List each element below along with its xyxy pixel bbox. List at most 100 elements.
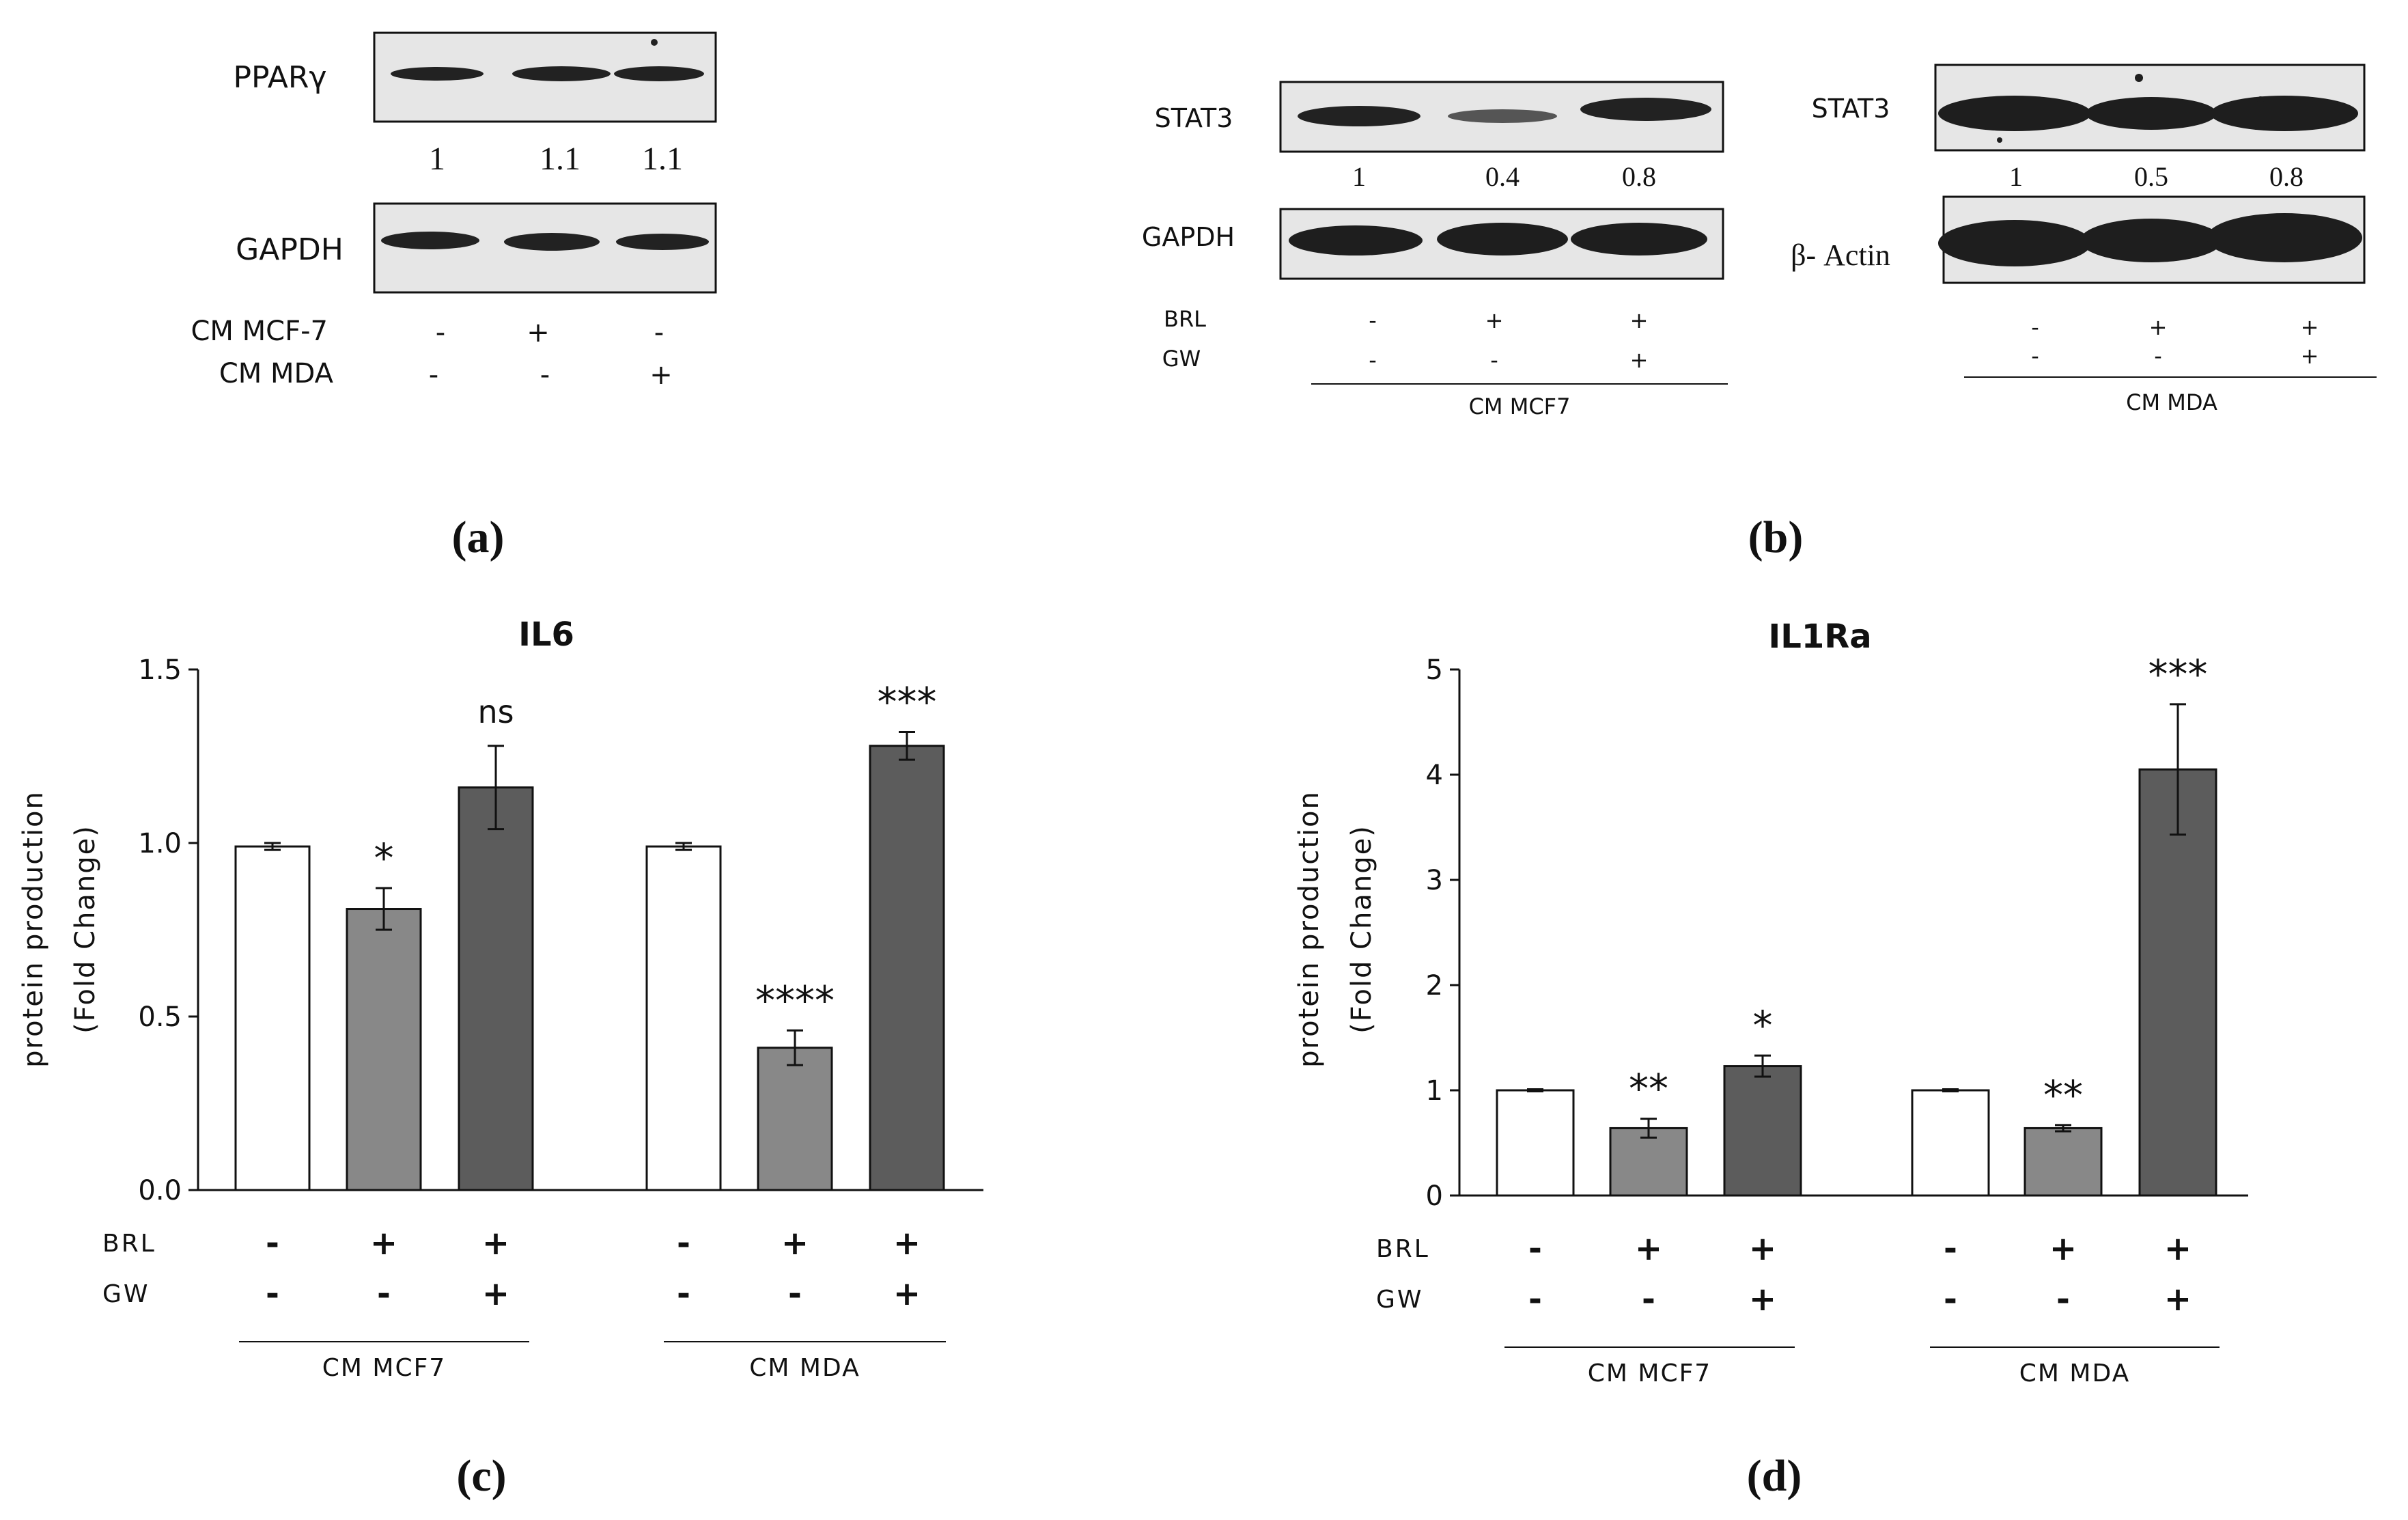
treat-a-2-2: - <box>540 359 550 391</box>
y-axis-label-line2: (Fold Change) <box>1346 825 1377 1034</box>
treatment-sign: - <box>377 1275 391 1313</box>
bar <box>645 845 722 1191</box>
y-tick-label: 5 <box>1426 654 1443 686</box>
treat-b1-label-2: GW <box>1162 346 1201 372</box>
treatment-sign: + <box>893 1224 921 1262</box>
treat-a-2-3: + <box>649 359 673 391</box>
treat-b1-2-1: - <box>1369 347 1377 373</box>
blot-label-stat3-b1: STAT3 <box>1155 103 1233 133</box>
panel-b-left: STAT3 1 0.4 0.8 GAPDH BRL - + + GW - - +… <box>1142 81 1728 419</box>
bar <box>1496 1089 1575 1197</box>
bar <box>2024 1127 2103 1197</box>
significance-label: ** <box>1629 1066 1668 1112</box>
blot-gapdh-b1-bands <box>1289 223 1707 255</box>
treatment-sign: - <box>1944 1230 1957 1268</box>
y-axis-label-line2: (Fold Change) <box>70 825 101 1034</box>
chart-d: IL1Ra 0 1 2 3 4 5 protein production (Fold Chang… <box>1293 618 2248 1501</box>
treatment-label: GW <box>102 1280 150 1308</box>
treat-b2-2-3: + <box>2301 343 2319 369</box>
treatment-sign: + <box>370 1224 397 1262</box>
group-label: CM MCF7 <box>322 1354 446 1382</box>
treat-a-2-1: - <box>429 359 438 391</box>
y-tick-label: 1 <box>1426 1075 1443 1107</box>
quant-stat3-b2-2: 0.5 <box>2134 161 2168 192</box>
treat-a-label-1: CM MCF-7 <box>191 316 328 347</box>
treat-b1-1-2: + <box>1485 307 1504 333</box>
treat-b1-label-1: BRL <box>1164 306 1206 332</box>
panel-a: PPARγ 1 1.1 1.1 GAPDH CM MCF-7 - + - CM … <box>191 31 717 562</box>
treatment-sign: - <box>266 1224 279 1262</box>
group-label-b1: CM MCF7 <box>1469 393 1571 419</box>
y-tick-label: 1.5 <box>138 654 182 686</box>
blot-label-gapdh-a: GAPDH <box>236 232 344 267</box>
panel-label: (c) <box>456 1451 506 1501</box>
treatment-label: BRL <box>102 1230 156 1258</box>
treatment-sign: - <box>677 1275 690 1313</box>
treat-b1-2-3: + <box>1630 347 1649 373</box>
panel-label-a: (a) <box>452 512 505 562</box>
treat-b2-1-2: + <box>2149 314 2168 340</box>
blot-ppar-bands <box>391 39 704 81</box>
treatment-sign: - <box>1642 1280 1655 1318</box>
blot-label-stat3-b2: STAT3 <box>1812 94 1890 124</box>
treatment-sign: - <box>1528 1230 1542 1268</box>
treatment-sign: + <box>1749 1230 1776 1268</box>
treat-a-1-1: - <box>436 317 445 348</box>
bar <box>757 1047 833 1191</box>
treat-b2-2-2: - <box>2154 343 2162 369</box>
bar <box>2138 768 2217 1197</box>
treatment-sign: - <box>677 1224 690 1262</box>
quant-stat3-b2-3: 0.8 <box>2269 161 2304 192</box>
bar <box>1723 1065 1802 1197</box>
group-label: CM MCF7 <box>1588 1359 1711 1387</box>
significance-label: *** <box>878 678 937 725</box>
bar <box>458 786 534 1191</box>
treat-b1-1-3: + <box>1630 307 1649 333</box>
treatment-sign: + <box>893 1275 921 1313</box>
y-tick-label: 2 <box>1426 970 1443 1001</box>
treatment-sign: - <box>266 1275 279 1313</box>
group-label: CM MDA <box>2019 1359 2130 1387</box>
treatment-sign: + <box>1635 1230 1662 1268</box>
panel-label: (d) <box>1747 1451 1802 1501</box>
blot-label-actin-b2: β- Actin <box>1791 238 1890 272</box>
quant-stat3-b2-1: 1 <box>2009 161 2023 192</box>
blot-label-gapdh-b1: GAPDH <box>1142 222 1235 252</box>
significance-label: ** <box>2043 1072 2083 1118</box>
y-tick-label: 1.0 <box>138 828 182 859</box>
quant-stat3-b1-2: 0.4 <box>1485 161 1520 192</box>
treatment-sign: - <box>1528 1280 1542 1318</box>
bar <box>346 908 422 1191</box>
treatment-sign: + <box>2164 1230 2192 1268</box>
blot-stat3-b2-bands <box>1938 74 2358 143</box>
y-tick-label: 4 <box>1426 760 1443 791</box>
treat-a-1-3: - <box>654 317 664 348</box>
treatment-sign: - <box>1944 1280 1957 1318</box>
bar <box>234 845 311 1191</box>
y-tick-label: 0 <box>1426 1180 1443 1212</box>
treat-b2-1-3: + <box>2301 314 2319 340</box>
blot-gapdh-a-bands <box>381 232 709 251</box>
group-label-b2: CM MDA <box>2126 389 2217 415</box>
chart-title: IL1Ra <box>1768 618 1871 656</box>
treatment-label: GW <box>1376 1286 1424 1314</box>
treat-b2-1-1: - <box>2031 314 2039 340</box>
bar <box>1911 1089 1990 1197</box>
treat-a-label-2: CM MDA <box>219 358 334 389</box>
quant-ppar-1: 1 <box>429 141 445 177</box>
y-tick-label: 3 <box>1426 865 1443 896</box>
significance-label: *** <box>2148 651 2208 697</box>
chart-c: IL6 0.0 0.5 1.0 1.5 protein production (Fold C… <box>18 616 983 1501</box>
significance-label: * <box>1753 1002 1773 1049</box>
treatment-sign: - <box>2056 1280 2070 1318</box>
significance-label: * <box>374 835 394 881</box>
y-axis-label-line1: protein production <box>18 790 49 1068</box>
treat-b2-2-1: - <box>2031 343 2039 369</box>
significance-label: ns <box>477 693 514 730</box>
panel-label-b: (b) <box>1748 512 1804 562</box>
quant-stat3-b1-1: 1 <box>1352 161 1366 192</box>
treatment-sign: + <box>2164 1280 2192 1318</box>
blot-stat3-b1-bands <box>1298 98 1711 126</box>
blot-actin-b2-bands <box>1938 213 2362 266</box>
